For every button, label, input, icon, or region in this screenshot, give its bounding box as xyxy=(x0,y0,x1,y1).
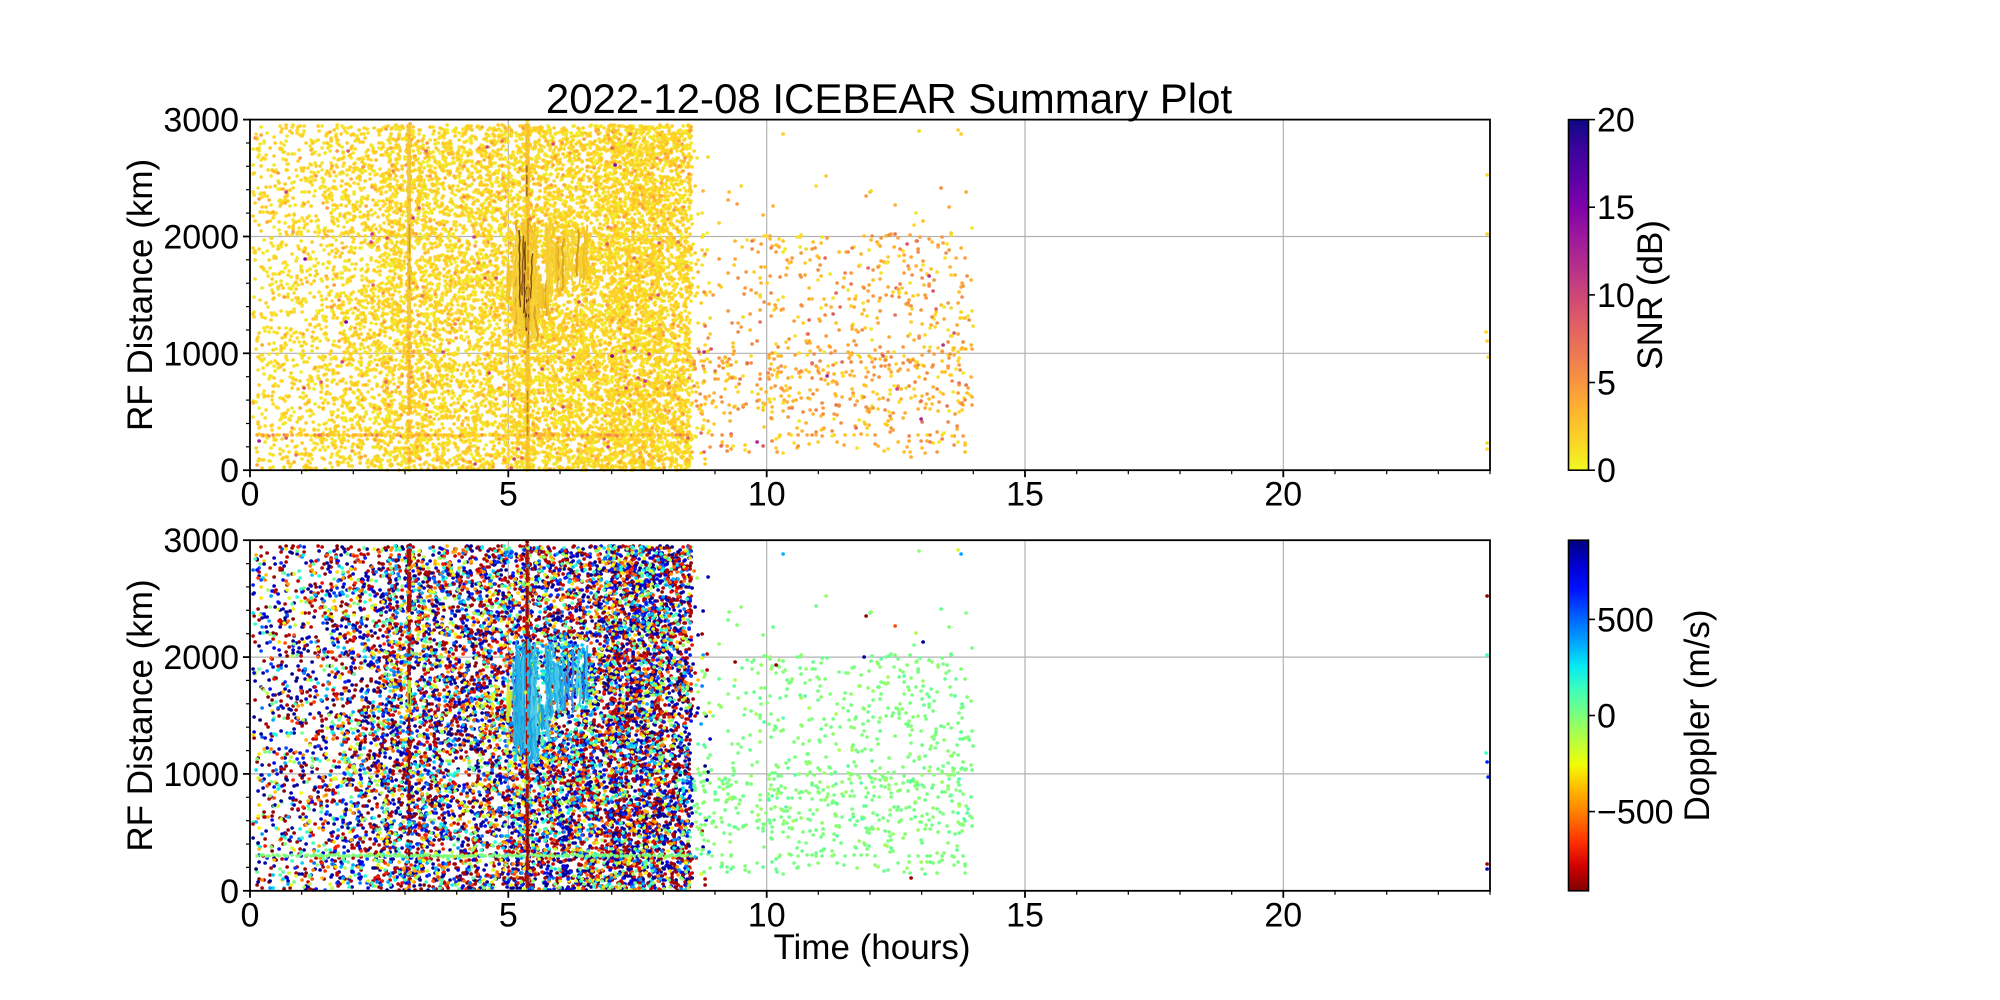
svg-text:2022-12-08 ICEBEAR Summary Plo: 2022-12-08 ICEBEAR Summary Plot xyxy=(546,75,1233,122)
svg-text:−500: −500 xyxy=(1597,794,1674,832)
svg-text:10: 10 xyxy=(748,896,786,934)
svg-text:0: 0 xyxy=(1597,698,1616,736)
svg-text:5: 5 xyxy=(1597,365,1616,403)
svg-text:20: 20 xyxy=(1264,476,1302,514)
svg-text:SNR (dB): SNR (dB) xyxy=(1631,220,1670,370)
svg-text:5: 5 xyxy=(499,476,518,514)
svg-text:0: 0 xyxy=(220,452,239,490)
svg-text:0: 0 xyxy=(220,873,239,911)
svg-text:15: 15 xyxy=(1006,476,1044,514)
svg-text:3000: 3000 xyxy=(163,102,239,140)
svg-text:500: 500 xyxy=(1597,601,1654,639)
svg-text:10: 10 xyxy=(1597,277,1635,315)
svg-text:RF Distance (km): RF Distance (km) xyxy=(121,159,160,431)
svg-text:RF Distance (km): RF Distance (km) xyxy=(121,579,160,851)
svg-text:Doppler (m/s): Doppler (m/s) xyxy=(1678,610,1717,822)
svg-text:20: 20 xyxy=(1597,102,1635,140)
svg-text:10: 10 xyxy=(748,476,786,514)
svg-text:5: 5 xyxy=(499,896,518,934)
svg-text:1000: 1000 xyxy=(163,756,239,794)
svg-text:15: 15 xyxy=(1006,896,1044,934)
svg-text:0: 0 xyxy=(1597,452,1616,490)
svg-text:2000: 2000 xyxy=(163,639,239,677)
svg-text:15: 15 xyxy=(1597,189,1635,227)
svg-text:2000: 2000 xyxy=(163,219,239,257)
svg-text:3000: 3000 xyxy=(163,522,239,560)
svg-text:1000: 1000 xyxy=(163,335,239,373)
svg-text:20: 20 xyxy=(1264,896,1302,934)
svg-text:0: 0 xyxy=(241,476,260,514)
svg-text:Time (hours): Time (hours) xyxy=(773,928,970,967)
svg-text:0: 0 xyxy=(241,896,260,934)
